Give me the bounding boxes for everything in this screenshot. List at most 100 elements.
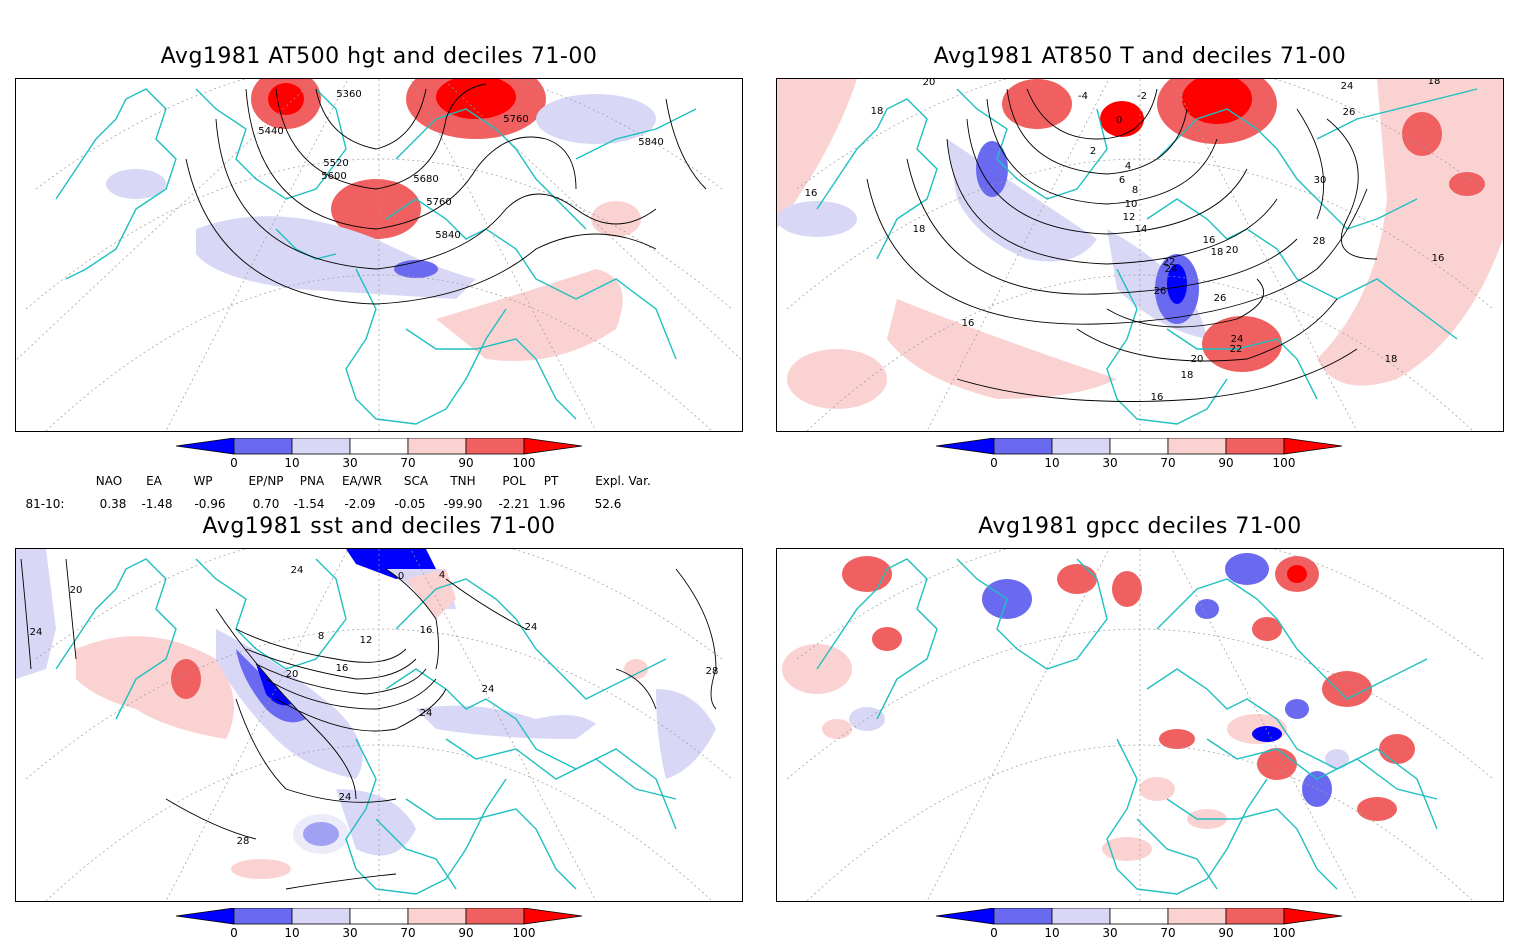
colorbar-tick-label: 0 [990,456,998,470]
colorbar-tick-label: 100 [1272,926,1296,940]
colorbar-tick-label: 10 [284,456,300,470]
colorbar-tick-label: 90 [1218,456,1234,470]
contour-label: 16 [420,625,433,636]
contour-label: 5840 [638,137,663,148]
contour-label: 12 [360,635,373,646]
contour-label: 6 [1119,175,1125,186]
contour-label: 28 [706,666,719,677]
index-value: 0.70 [252,497,280,511]
index-header: TNH [450,474,476,488]
colorbar-tick-label: 100 [512,926,536,940]
contour-label: 22 [1163,257,1176,268]
contour-label: 4 [1125,161,1131,172]
contour-label: 30 [1314,175,1327,186]
contour-label: 24 [30,627,43,638]
colorbar-tick-label: 30 [1102,926,1118,940]
coastlines [816,88,1478,425]
colorbar-tick-label: 10 [1044,456,1060,470]
colorbar-tick-label: 0 [230,456,238,470]
index-header: EP/NP [248,474,284,488]
index-header: PNA [299,474,325,488]
contour-label: 20 [923,79,936,88]
decile-shading [777,79,1503,409]
contour-label: 28 [1313,236,1326,247]
coastlines [816,558,1438,895]
index-value: 0.38 [99,497,127,511]
contour-label: 20 [1226,245,1239,256]
colorbar-tick-label: 100 [512,456,536,470]
index-value: -1.54 [293,497,325,511]
panel-title-t850: Avg1981 AT850 T and deciles 71-00 [933,44,1347,69]
index-header: NAO [95,474,123,488]
map-panel-gpcc [776,548,1504,902]
contour-label: -2 [1137,91,1147,102]
contour-label: 0 [1116,115,1122,126]
contour-label: 24 [1165,264,1178,275]
contour-label: 16 [962,318,975,329]
teleconnection-index-table: NAO EA WP EP/NP PNA EA/WR SCA TNH POL PT… [0,474,700,514]
colorbar-tick-label: 0 [990,926,998,940]
contour-label: 18 [1211,247,1224,258]
colorbar-tick-label: 30 [342,456,358,470]
contour-label: 18 [1385,354,1398,365]
contour-labels: 5360 5440 5520 5600 5680 5760 5760 5840 … [258,89,663,241]
colorbar-tick-label: 70 [1160,926,1176,940]
contour-label: 20 [1191,354,1204,365]
index-header: SCA [403,474,429,488]
contour-label: 5680 [413,174,438,185]
decile-shading [16,549,716,879]
index-row-label: 81-10: [25,497,65,511]
index-value: 1.96 [538,497,566,511]
colorbar-tick-label: 30 [342,926,358,940]
contour-label: 22 [1230,344,1243,355]
colorbar-tick-label: 10 [1044,926,1060,940]
contour-label: 5440 [258,126,283,137]
contour-label: 24 [525,622,538,633]
contour-label: 24 [291,565,304,576]
index-value: -0.96 [194,497,226,511]
contour-label: 5600 [321,171,346,182]
contour-label: 18 [871,106,884,117]
contour-label: 5760 [503,114,528,125]
contour-label: 14 [1135,224,1148,235]
index-header: EA [146,474,162,488]
index-header: EA/WR [341,474,383,488]
contour-label: 26 [1154,286,1167,297]
contour-label: 24 [1341,81,1354,92]
lat-lon-grid [25,549,733,901]
panel-title-hgt500: Avg1981 AT500 hgt and deciles 71-00 [160,44,598,69]
decile-shading [106,79,656,361]
contour-label: 5840 [435,230,460,241]
lat-lon-grid [16,79,742,431]
coastlines [55,88,697,425]
contour-label: 8 [318,631,324,642]
colorbar-hgt500: 0 10 30 70 90 100 [175,437,596,474]
colorbar-tick-label: 70 [400,456,416,470]
colorbar-tick-label: 70 [400,926,416,940]
index-header: PT [543,474,559,488]
coastlines [55,558,677,895]
colorbar-t850: 0 10 30 70 90 100 [935,437,1356,474]
colorbar-tick-label: 100 [1272,456,1296,470]
contour-label: 16 [336,663,349,674]
contour-label: 4 [439,570,445,581]
contour-label: 8 [1132,185,1138,196]
index-header: Expl. Var. [595,474,651,488]
contour-label: 28 [237,836,250,847]
colorbar-tick-label: 0 [230,926,238,940]
contour-label: 5360 [336,89,361,100]
map-panel-t850: 20 18 16 18 -4 -2 0 2 4 6 8 10 12 14 16 … [776,78,1504,432]
index-value: 52.6 [594,497,622,511]
contour-label: 16 [805,188,818,199]
contours [20,558,717,890]
panel-title-gpcc: Avg1981 gpcc deciles 71-00 [978,514,1302,539]
contour-label: 18 [913,224,926,235]
index-value: -2.21 [498,497,530,511]
contour-label: 18 [1428,79,1441,87]
colorbar-gpcc: 0 10 30 70 90 100 [935,907,1356,944]
decile-shading [782,553,1415,861]
contour-label: 16 [1151,392,1164,403]
contours [866,88,1378,402]
contour-label: 26 [1343,107,1356,118]
lat-lon-grid [786,549,1494,901]
